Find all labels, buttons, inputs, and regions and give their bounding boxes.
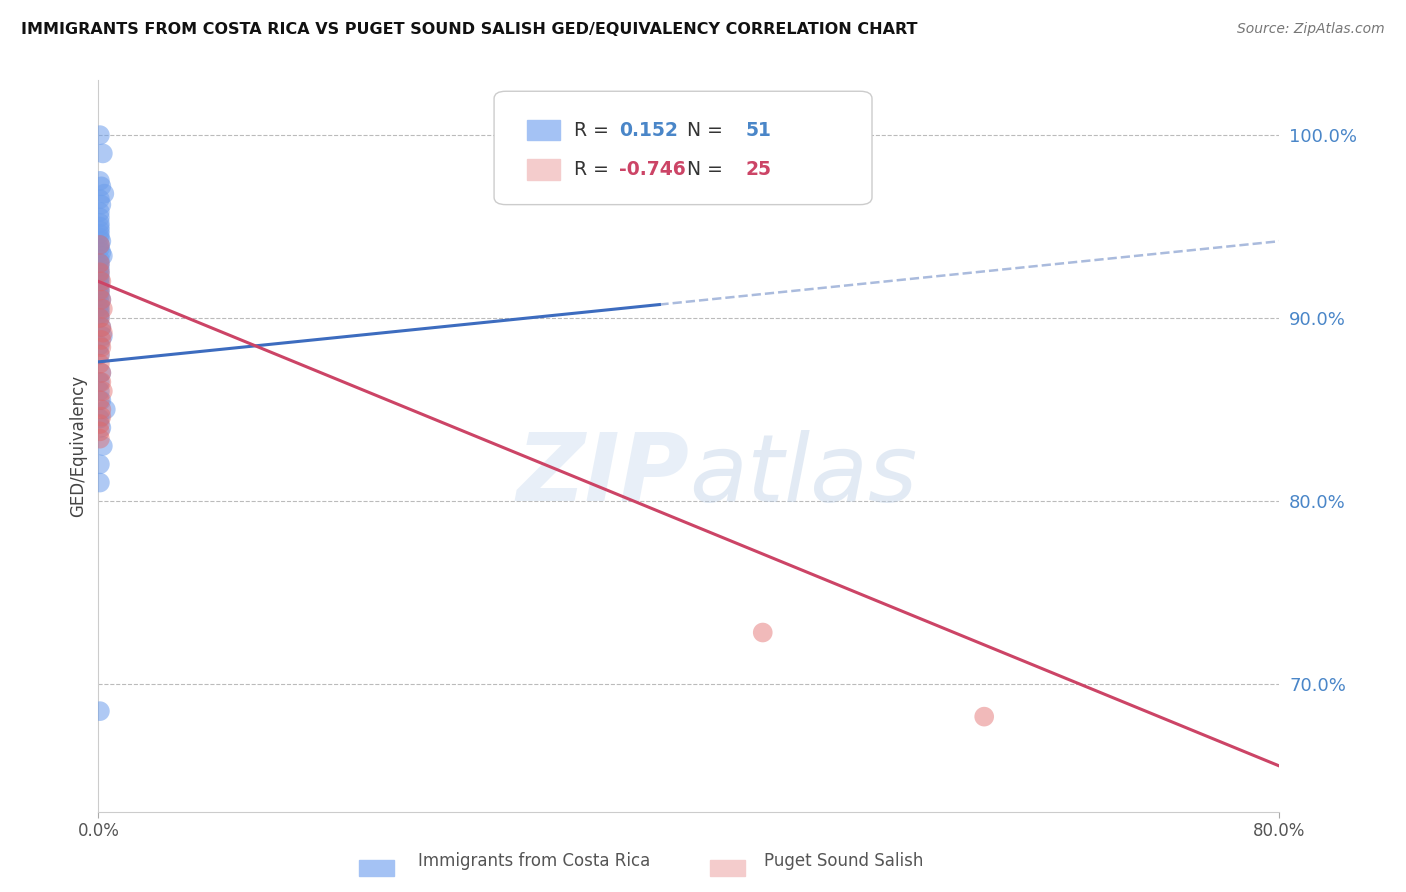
Point xyxy=(90,293,112,307)
Point xyxy=(89,238,111,252)
Point xyxy=(91,249,114,263)
Point xyxy=(89,475,111,490)
Point xyxy=(89,357,111,371)
Point xyxy=(89,425,111,439)
Point xyxy=(90,274,112,288)
Point xyxy=(90,340,112,354)
Point xyxy=(89,278,111,293)
Point xyxy=(93,186,115,201)
Text: N =: N = xyxy=(675,120,728,140)
Point xyxy=(89,285,111,300)
Point xyxy=(90,320,112,334)
Point xyxy=(751,625,773,640)
Text: Immigrants from Costa Rica: Immigrants from Costa Rica xyxy=(418,852,651,870)
Point xyxy=(89,384,111,398)
Point xyxy=(89,347,111,362)
Point xyxy=(89,310,111,325)
Point xyxy=(89,216,111,230)
Text: R =: R = xyxy=(575,120,616,140)
Bar xyxy=(527,160,560,180)
Point xyxy=(90,320,112,334)
Point xyxy=(89,393,111,408)
Point xyxy=(89,274,111,288)
Point xyxy=(89,219,111,234)
Text: 25: 25 xyxy=(745,161,772,179)
Point xyxy=(89,260,111,274)
Point xyxy=(89,338,111,352)
Point xyxy=(91,384,114,398)
Text: atlas: atlas xyxy=(689,430,917,521)
Point xyxy=(89,223,111,237)
Point xyxy=(90,393,112,408)
Point xyxy=(89,284,111,298)
Text: R =: R = xyxy=(575,161,616,179)
Point xyxy=(89,432,111,446)
Point xyxy=(90,179,112,194)
Point xyxy=(90,366,112,380)
Point xyxy=(89,282,111,296)
Point xyxy=(90,293,112,307)
Text: ZIP: ZIP xyxy=(516,429,689,521)
Point xyxy=(91,301,114,316)
Point xyxy=(89,252,111,267)
Point xyxy=(89,256,111,270)
Point xyxy=(89,458,111,472)
Point xyxy=(973,709,995,723)
Text: Source: ZipAtlas.com: Source: ZipAtlas.com xyxy=(1237,22,1385,37)
Point xyxy=(89,417,111,431)
Text: IMMIGRANTS FROM COSTA RICA VS PUGET SOUND SALISH GED/EQUIVALENCY CORRELATION CHA: IMMIGRANTS FROM COSTA RICA VS PUGET SOUN… xyxy=(21,22,918,37)
Point xyxy=(89,300,111,314)
Point xyxy=(90,402,112,417)
Point xyxy=(90,409,112,424)
Point xyxy=(89,128,111,142)
Point xyxy=(89,289,111,303)
Point xyxy=(90,333,112,347)
Point xyxy=(89,242,111,256)
Point xyxy=(91,439,114,453)
Point xyxy=(90,245,112,260)
Point xyxy=(89,263,111,277)
Point xyxy=(89,265,111,279)
Point xyxy=(89,296,111,310)
Point xyxy=(89,211,111,225)
Point xyxy=(89,375,111,389)
Point xyxy=(89,230,111,244)
Point xyxy=(89,205,111,219)
Bar xyxy=(527,120,560,140)
Text: 51: 51 xyxy=(745,120,772,140)
FancyBboxPatch shape xyxy=(494,91,872,204)
Text: Puget Sound Salish: Puget Sound Salish xyxy=(763,852,924,870)
Point xyxy=(90,234,112,248)
Point xyxy=(91,329,114,343)
Point xyxy=(89,238,111,252)
Point xyxy=(89,270,111,285)
Point xyxy=(89,307,111,321)
Point xyxy=(89,174,111,188)
Point xyxy=(89,227,111,241)
Point xyxy=(90,366,112,380)
Point xyxy=(90,197,112,211)
Point xyxy=(89,310,111,325)
Point xyxy=(91,326,114,340)
Point xyxy=(89,256,111,270)
Point xyxy=(89,192,111,206)
Point xyxy=(90,375,112,389)
Point xyxy=(89,347,111,362)
Text: 0.152: 0.152 xyxy=(619,120,678,140)
Text: -0.746: -0.746 xyxy=(619,161,686,179)
Point xyxy=(89,267,111,281)
Point xyxy=(94,402,117,417)
Y-axis label: GED/Equivalency: GED/Equivalency xyxy=(69,375,87,517)
Point xyxy=(89,411,111,425)
Point xyxy=(91,146,114,161)
Point xyxy=(89,303,111,318)
Text: N =: N = xyxy=(675,161,728,179)
Point xyxy=(90,420,112,434)
Point xyxy=(89,704,111,718)
